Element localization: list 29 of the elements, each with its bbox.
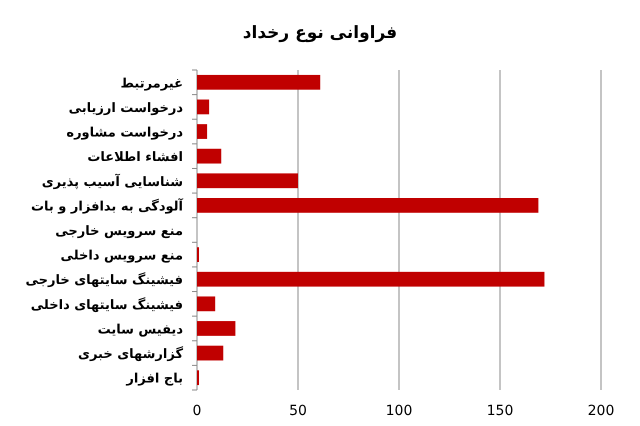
bar [197,173,298,188]
y-tick-label: درخواست مشاوره [66,126,184,141]
y-tick-label: آلودگی به بدافزار و بات [30,197,184,214]
bar [197,321,236,336]
bar [197,346,224,360]
y-tick-label: غیرمرتبط [120,76,183,92]
bar [197,272,544,287]
bar [197,74,320,90]
y-tick-label: شناسایی آسیب پذیری [42,172,183,190]
y-tick-label: دیفیس سایت [98,322,184,338]
y-tick-label: باج افزار [125,372,183,387]
bar [197,148,222,164]
bar [197,124,208,139]
bar [197,198,538,213]
y-tick-label: فیشینگ سایتهای داخلی [30,296,183,313]
y-tick-label: افشاء اطلاعات [87,150,183,166]
y-tick-label: فیشینگ سایتهای خارجی [25,272,183,288]
x-tick-label: 100 [386,403,412,419]
y-tick-label: گزارشهای خبری [78,346,184,362]
bar [197,296,216,312]
x-tick-label: 150 [486,403,514,419]
x-tick-label: 0 [192,403,202,419]
x-tick-label: 50 [289,403,307,419]
y-tick-label: منع سرویس خارجی [55,224,183,239]
y-tick-label: منع سرویس داخلی [60,248,183,264]
chart-title: فراوانی نوع رخداد [242,23,398,43]
x-tick-label: 200 [588,403,614,419]
y-tick-label: درخواست ارزیابی [68,100,184,116]
bar [197,100,210,114]
